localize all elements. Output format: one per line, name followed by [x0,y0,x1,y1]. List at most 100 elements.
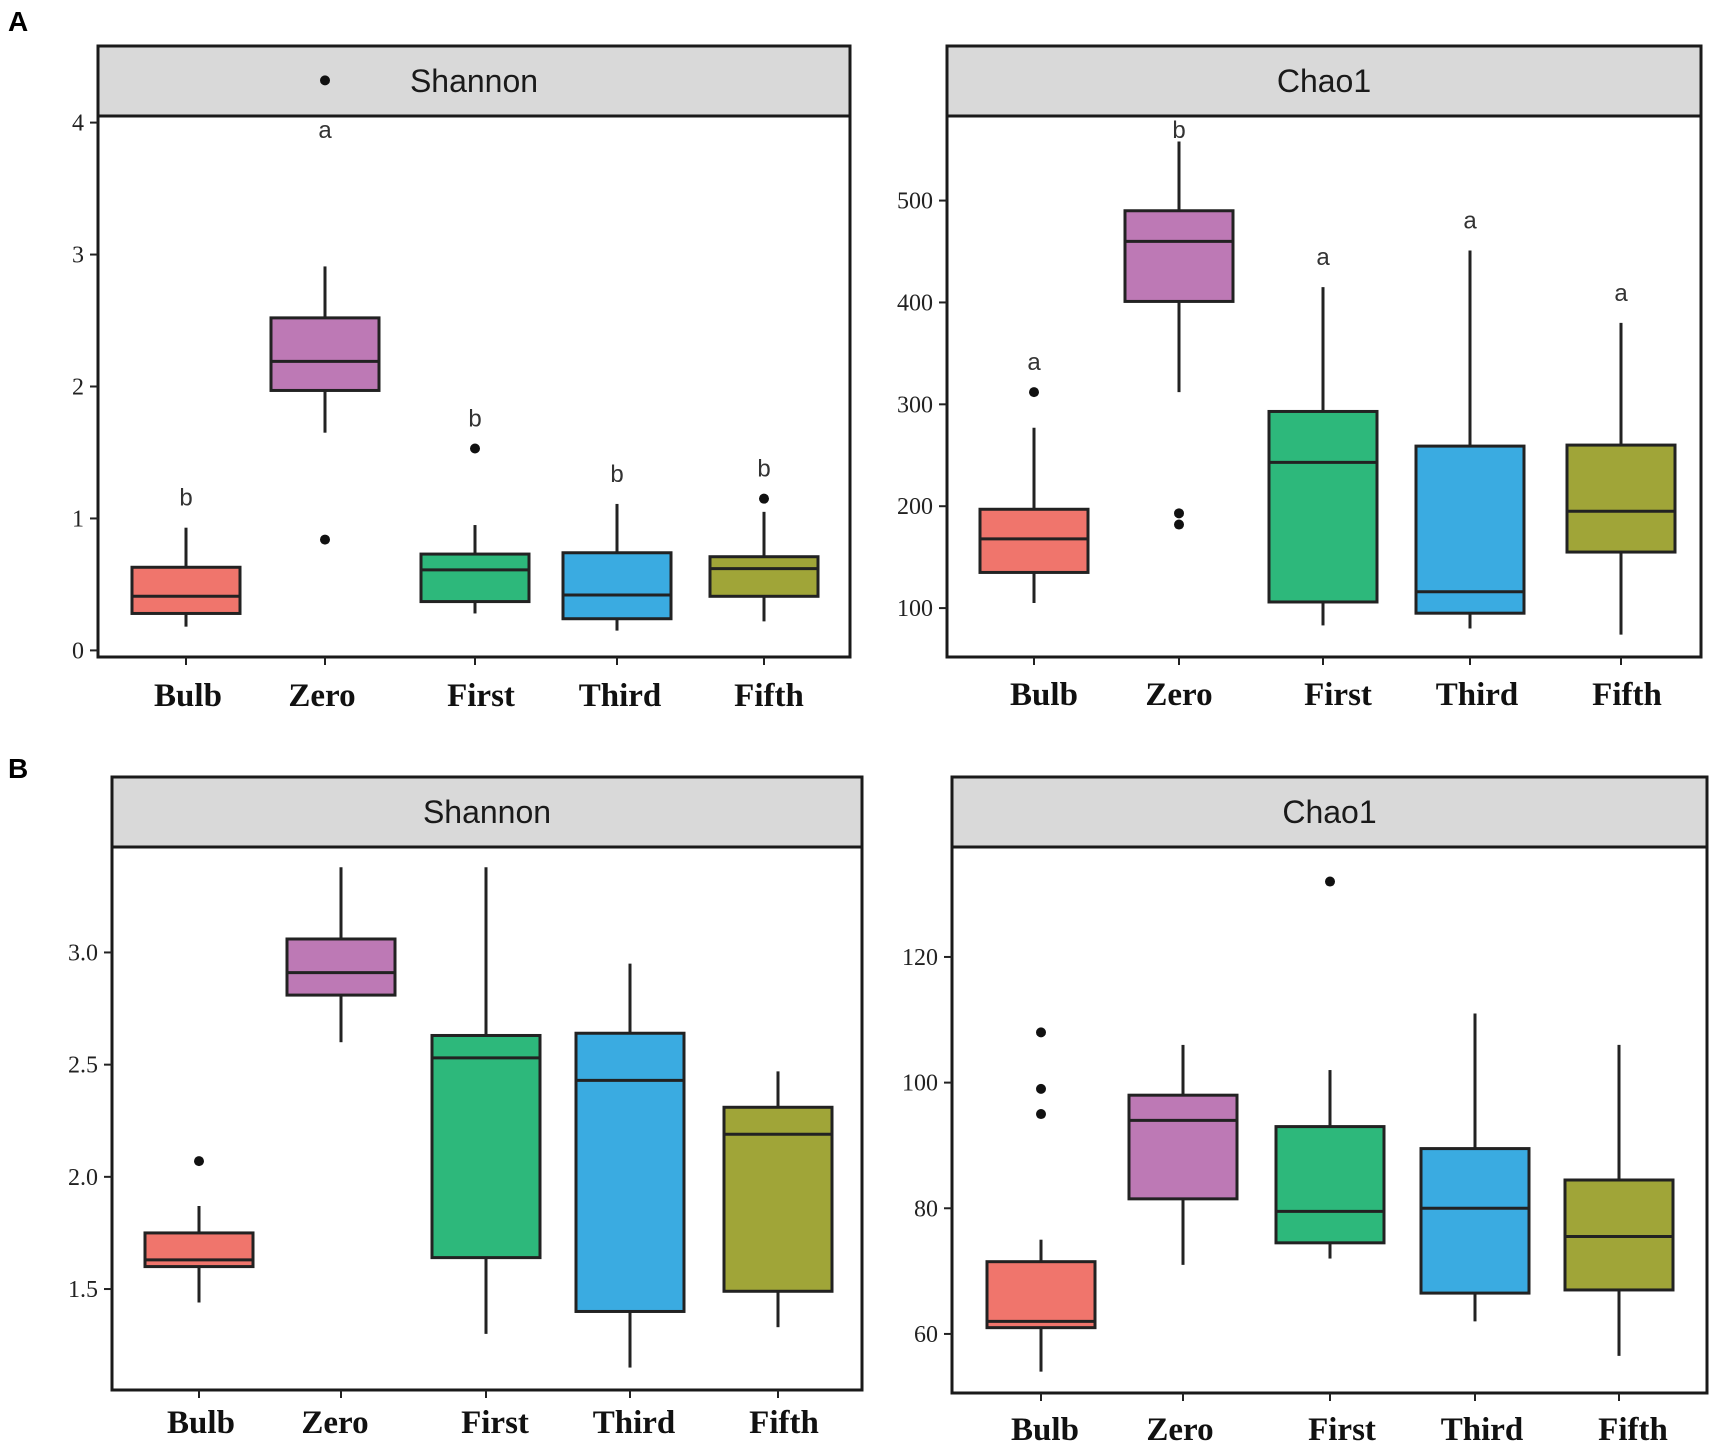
box-body [130,565,242,615]
y-tick-label: 2 [72,375,84,401]
outlier-point [1325,876,1335,887]
category-label: Bulb [167,1405,235,1441]
significance-letter: a [1463,207,1477,234]
significance-letter: b [179,485,192,512]
box-body [978,507,1090,574]
box-body [574,1031,686,1313]
significance-letter: b [468,406,481,433]
box-body [430,1033,542,1260]
chart-A-shannon: Shannon 0 1 2 3 4 b Bulb a Zero b First b Third b Fifth [72,44,852,714]
box-body [285,937,397,997]
box-third: Third [1419,1013,1531,1448]
y-tick-label: 4 [72,111,84,137]
y-tick-label: 2.0 [68,1165,98,1191]
box-third: Third [574,963,686,1441]
outlier-point [1174,519,1184,530]
box-body [1419,1147,1531,1295]
outlier-point [1174,508,1184,519]
chart-A-chao1: Chao1 100 200 300 400 500 a Bulb b Zero a First a Thi… [897,44,1703,713]
significance-letter: b [1172,117,1185,144]
y-tick-label: 2.5 [68,1053,98,1079]
chart-B-chao1: Chao1 60 80 100 120 Bulb Zero First Third Fifth [902,775,1709,1448]
outlier-point [194,1156,204,1167]
facet-strip [96,44,852,118]
category-label: Fifth [1592,677,1662,713]
outlier-point [759,493,769,504]
box-body [1127,1093,1239,1201]
box-fifth: Fifth [1563,1044,1675,1448]
y-tick-label: 400 [897,290,933,316]
box-zero: b Zero [1123,117,1235,713]
category-label: First [1304,677,1372,713]
box-fifth: Fifth [722,1071,834,1441]
y-tick-label: 200 [897,494,933,520]
category-label: First [447,678,515,714]
y-tick-label: 1.5 [68,1277,98,1303]
box-fifth: a Fifth [1565,280,1677,713]
box-fifth: b Fifth [708,456,820,714]
y-tick-label: 100 [897,596,933,622]
facet-title: Shannon [410,63,538,99]
facet-title: Chao1 [1277,63,1371,99]
box-first: b First [419,406,531,714]
category-label: Fifth [734,678,804,714]
y-tick-label: 3.0 [68,940,98,966]
box-first: First [1274,876,1386,1448]
y-tick-label: 60 [914,1322,938,1348]
category-label: Bulb [154,678,222,714]
box-body [708,555,820,598]
facet-strip [945,44,1703,118]
category-label: Zero [1145,677,1212,713]
category-label: Third [1436,677,1519,713]
category-label: Fifth [1598,1412,1668,1448]
y-tick-label: 3 [72,243,84,269]
outlier-point [1036,1083,1046,1094]
outlier-point [1036,1027,1046,1038]
box-body [722,1105,834,1293]
significance-letter: a [318,117,332,144]
facet-title: Chao1 [1282,794,1376,830]
box-zero: Zero [1127,1044,1239,1448]
outlier-point [1036,1109,1046,1120]
y-tick-label: 100 [902,1071,938,1097]
box-body [1565,443,1677,554]
box-third: a Third [1414,207,1526,713]
box-body [419,552,531,604]
y-tick-label: 300 [897,392,933,418]
significance-letter: a [1614,280,1628,307]
box-body [1563,1178,1675,1292]
category-label: Zero [301,1405,368,1441]
y-tick-label: 500 [897,189,933,215]
box-body [1274,1125,1386,1245]
category-label: Bulb [1011,1412,1079,1448]
box-bulb: b Bulb [130,485,242,714]
box-zero: a Zero [269,75,381,714]
box-bulb: a Bulb [978,349,1090,713]
box-body [143,1231,255,1269]
box-body [1123,209,1235,303]
chart-B-shannon: Shannon 1.5 2.0 2.5 3.0 Bulb Zero First Third Fif… [68,775,864,1441]
category-label: Bulb [1010,677,1078,713]
box-body [561,551,673,621]
panel-label-a: A [8,6,29,37]
box-third: b Third [561,461,673,714]
panel-label-b: B [8,753,29,784]
outlier-point [320,75,330,86]
box-body [269,316,381,392]
facet-strip [950,775,1709,849]
significance-letter: a [1027,349,1041,376]
box-body [985,1260,1097,1330]
y-tick-label: 80 [914,1196,938,1222]
box-body [1267,409,1379,604]
category-label: Third [579,678,662,714]
y-tick-label: 120 [902,945,938,971]
outlier-point [470,443,480,454]
box-bulb: Bulb [985,1027,1097,1448]
facet-title: Shannon [423,794,551,830]
box-zero: Zero [285,867,397,1441]
box-first: First [430,867,542,1441]
category-label: Third [1441,1412,1524,1448]
significance-letter: b [610,461,623,488]
category-label: Fifth [749,1405,819,1441]
